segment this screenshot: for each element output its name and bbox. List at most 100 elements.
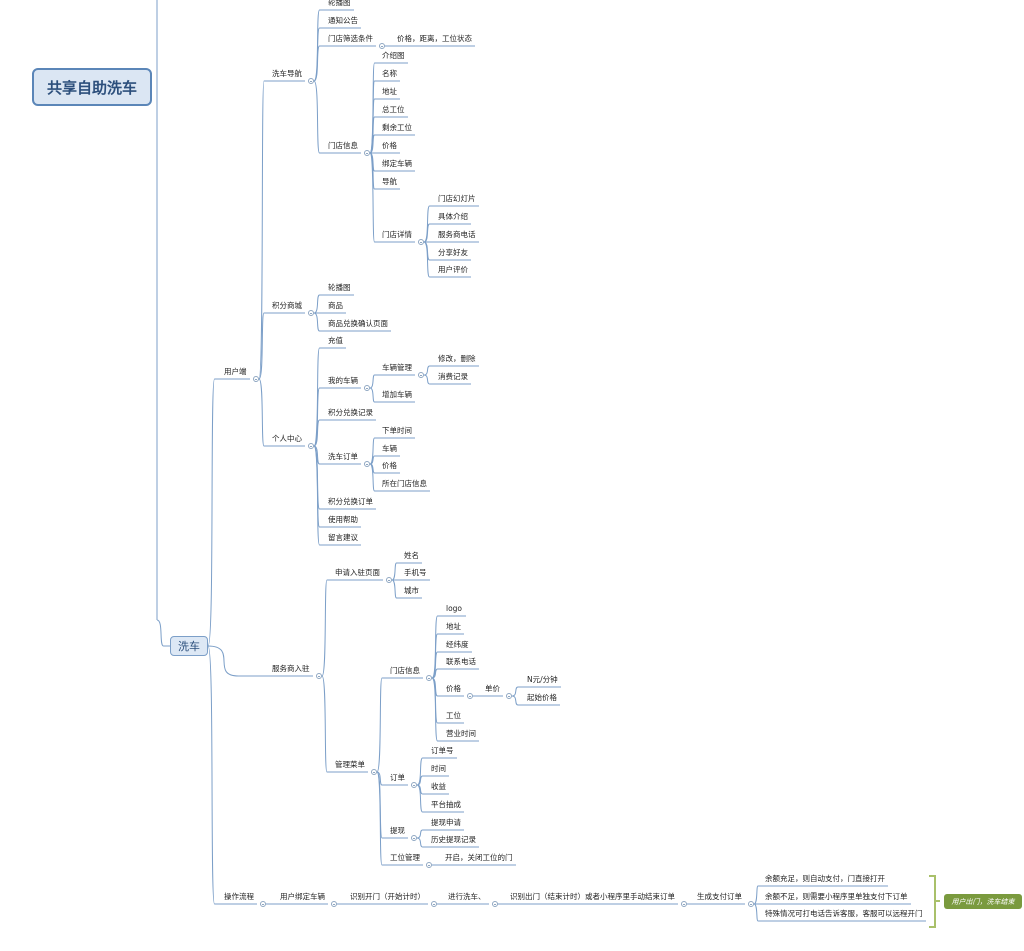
node-nd4[interactable]: 用户评价 bbox=[438, 265, 468, 274]
node-p-apply[interactable]: 申请入驻页面 bbox=[335, 568, 380, 577]
collapse-toggle-icon[interactable] bbox=[364, 385, 370, 391]
node-pa0[interactable]: 姓名 bbox=[404, 551, 419, 560]
node-c-points[interactable]: 积分兑换记录 bbox=[328, 408, 373, 417]
node-m2[interactable]: 商品兑换确认页面 bbox=[328, 319, 388, 328]
node-cw3[interactable]: 所在门店信息 bbox=[382, 479, 427, 488]
node-ni5[interactable]: 价格 bbox=[382, 141, 397, 150]
collapse-toggle-icon[interactable] bbox=[386, 577, 392, 583]
collapse-toggle-icon[interactable] bbox=[371, 769, 377, 775]
node-nav-banner[interactable]: 轮播图 bbox=[328, 0, 351, 7]
collapse-toggle-icon[interactable] bbox=[431, 901, 437, 907]
node-f0[interactable]: 用户绑定车辆 bbox=[280, 892, 325, 901]
node-nav-detail[interactable]: 门店详情 bbox=[382, 230, 412, 239]
node-nav-filter-d[interactable]: 价格，距离，工位状态 bbox=[397, 34, 472, 43]
collapse-toggle-icon[interactable] bbox=[748, 901, 754, 907]
node-ps3[interactable]: 联系电话 bbox=[446, 657, 476, 666]
node-po1[interactable]: 时间 bbox=[431, 764, 446, 773]
node-pa1[interactable]: 手机号 bbox=[404, 568, 427, 577]
node-flow[interactable]: 操作流程 bbox=[224, 892, 254, 901]
node-c-mycar[interactable]: 我的车辆 bbox=[328, 376, 358, 385]
node-po2[interactable]: 收益 bbox=[431, 782, 446, 791]
node-center[interactable]: 个人中心 bbox=[272, 434, 302, 443]
node-p-store[interactable]: 门店信息 bbox=[390, 666, 420, 675]
node-fo0[interactable]: 余额充足，则自动支付，门直接打开 bbox=[765, 874, 885, 883]
node-ni3[interactable]: 总工位 bbox=[382, 105, 405, 114]
node-c-wash[interactable]: 洗车订单 bbox=[328, 452, 358, 461]
node-ps4[interactable]: 工位 bbox=[446, 711, 461, 720]
node-user-end[interactable]: 用户端 bbox=[224, 367, 247, 376]
collapse-toggle-icon[interactable] bbox=[308, 310, 314, 316]
node-nav-filter[interactable]: 门店筛选条件 bbox=[328, 34, 373, 43]
node-nav[interactable]: 洗车导航 bbox=[272, 69, 302, 78]
node-f1[interactable]: 识别开门（开始计时） bbox=[350, 892, 425, 901]
node-ni4[interactable]: 剩余工位 bbox=[382, 123, 412, 132]
collapse-toggle-icon[interactable] bbox=[379, 43, 385, 49]
node-c-porder[interactable]: 积分兑换订单 bbox=[328, 497, 373, 506]
node-ps1[interactable]: 地址 bbox=[446, 622, 461, 631]
collapse-toggle-icon[interactable] bbox=[364, 150, 370, 156]
collapse-toggle-icon[interactable] bbox=[411, 782, 417, 788]
node-ni2[interactable]: 地址 bbox=[382, 87, 397, 96]
node-provider[interactable]: 服务商入驻 bbox=[272, 664, 310, 673]
node-pu1[interactable]: 起始价格 bbox=[527, 693, 557, 702]
collapse-toggle-icon[interactable] bbox=[681, 901, 687, 907]
node-nd3[interactable]: 分享好友 bbox=[438, 248, 468, 257]
collapse-toggle-icon[interactable] bbox=[418, 372, 424, 378]
root-topic[interactable]: 共享自助洗车 bbox=[32, 68, 152, 106]
node-f4[interactable]: 生成支付订单 bbox=[697, 892, 742, 901]
collapse-toggle-icon[interactable] bbox=[467, 693, 473, 699]
collapse-toggle-icon[interactable] bbox=[331, 901, 337, 907]
node-ps5[interactable]: 营业时间 bbox=[446, 729, 476, 738]
collapse-toggle-icon[interactable] bbox=[260, 901, 266, 907]
node-nd1[interactable]: 具体介绍 bbox=[438, 212, 468, 221]
node-pw1[interactable]: 历史提现记录 bbox=[431, 835, 476, 844]
node-pa2[interactable]: 城市 bbox=[404, 586, 419, 595]
node-ni0[interactable]: 介绍图 bbox=[382, 51, 405, 60]
node-fo2[interactable]: 特殊情况可打电话告诉客服，客服可以远程开门 bbox=[765, 909, 923, 918]
summary-label[interactable]: 用户出门，洗车结束 bbox=[944, 894, 1022, 909]
node-cw0[interactable]: 下单时间 bbox=[382, 426, 412, 435]
node-p-order[interactable]: 订单 bbox=[390, 773, 405, 782]
collapse-toggle-icon[interactable] bbox=[506, 693, 512, 699]
node-ni6[interactable]: 绑定车辆 bbox=[382, 159, 412, 168]
collapse-toggle-icon[interactable] bbox=[426, 862, 432, 868]
node-nd0[interactable]: 门店幻灯片 bbox=[438, 194, 476, 203]
node-fo1[interactable]: 余额不足，则需要小程序里单独支付下订单 bbox=[765, 892, 908, 901]
collapse-toggle-icon[interactable] bbox=[316, 673, 322, 679]
node-ps2[interactable]: 经纬度 bbox=[446, 640, 469, 649]
collapse-toggle-icon[interactable] bbox=[308, 78, 314, 84]
node-m1[interactable]: 商品 bbox=[328, 301, 343, 310]
node-c-help[interactable]: 使用帮助 bbox=[328, 515, 358, 524]
node-cw1[interactable]: 车辆 bbox=[382, 444, 397, 453]
node-nd2[interactable]: 服务商电话 bbox=[438, 230, 476, 239]
main-topic-xiche[interactable]: 洗车 bbox=[170, 636, 208, 656]
collapse-toggle-icon[interactable] bbox=[418, 239, 424, 245]
node-m0[interactable]: 轮播图 bbox=[328, 283, 351, 292]
node-c-recharge[interactable]: 充值 bbox=[328, 336, 343, 345]
node-p-withdraw[interactable]: 提现 bbox=[390, 826, 405, 835]
node-f2[interactable]: 进行洗车、 bbox=[448, 892, 486, 901]
node-ni7[interactable]: 导航 bbox=[382, 177, 397, 186]
node-pw0[interactable]: 提现申请 bbox=[431, 818, 461, 827]
node-ps0[interactable]: logo bbox=[446, 604, 463, 613]
node-po3[interactable]: 平台抽成 bbox=[431, 800, 461, 809]
node-p-bay-d[interactable]: 开启，关闭工位的门 bbox=[445, 853, 513, 862]
collapse-toggle-icon[interactable] bbox=[308, 443, 314, 449]
node-f3[interactable]: 识别出门（结束计时）或者小程序里手动结束订单 bbox=[510, 892, 675, 901]
collapse-toggle-icon[interactable] bbox=[411, 835, 417, 841]
collapse-toggle-icon[interactable] bbox=[364, 461, 370, 467]
node-nav-info[interactable]: 门店信息 bbox=[328, 141, 358, 150]
node-cw2[interactable]: 价格 bbox=[382, 461, 397, 470]
node-ni1[interactable]: 名称 bbox=[382, 69, 397, 78]
node-p-manage[interactable]: 管理菜单 bbox=[335, 760, 365, 769]
node-c-carmgmt[interactable]: 车辆管理 bbox=[382, 363, 412, 372]
node-c-feedback[interactable]: 留言建议 bbox=[328, 533, 358, 542]
node-c-caredit[interactable]: 修改，删除 bbox=[438, 354, 476, 363]
node-mall[interactable]: 积分商城 bbox=[272, 301, 302, 310]
node-p-price[interactable]: 价格 bbox=[446, 684, 461, 693]
collapse-toggle-icon[interactable] bbox=[426, 675, 432, 681]
node-c-carrec[interactable]: 消费记录 bbox=[438, 372, 468, 381]
collapse-toggle-icon[interactable] bbox=[492, 901, 498, 907]
node-p-bay[interactable]: 工位管理 bbox=[390, 853, 420, 862]
node-p-unit[interactable]: 单价 bbox=[485, 684, 500, 693]
